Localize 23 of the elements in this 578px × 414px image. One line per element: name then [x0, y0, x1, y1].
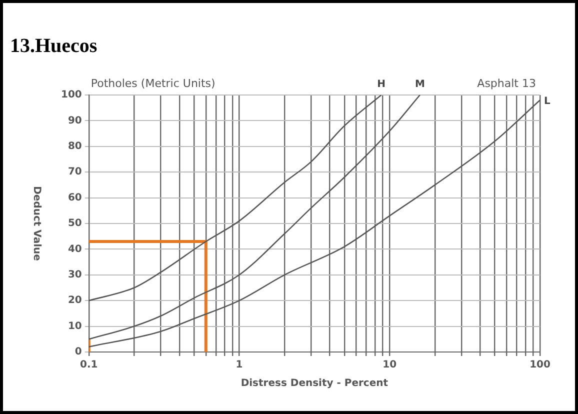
- y-tick-label: 60: [68, 192, 82, 204]
- y-tick-label: 70: [68, 166, 82, 178]
- y-tick-label: 0: [74, 346, 82, 358]
- y-tick-label: 40: [68, 244, 82, 255]
- y-tick-label: 90: [68, 115, 82, 126]
- x-tick-label: 100: [530, 360, 550, 371]
- series-label: M: [414, 79, 425, 90]
- x-tick-label: 10: [382, 360, 397, 371]
- y-tick-label: 20: [68, 295, 82, 306]
- y-tick-label: 100: [61, 90, 82, 101]
- x-tick-label: 1: [236, 360, 243, 371]
- x-axis-title: Distress Density - Percent: [240, 378, 388, 389]
- y-axis-title: Deduct Value: [30, 186, 42, 262]
- text: Asphalt 13: [477, 77, 536, 90]
- y-tick-label: 30: [68, 269, 82, 280]
- series-label: L: [544, 96, 551, 108]
- chart-subtitle: Potholes (Metric Units): [90, 77, 216, 90]
- series-label: H: [377, 79, 386, 90]
- y-tick-label: 50: [68, 218, 82, 230]
- y-tick-label: 10: [68, 320, 82, 332]
- x-tick-label: 0.1: [80, 360, 98, 371]
- y-tick-label: 80: [68, 140, 82, 152]
- chart-title: 13.Huecos: [10, 35, 98, 57]
